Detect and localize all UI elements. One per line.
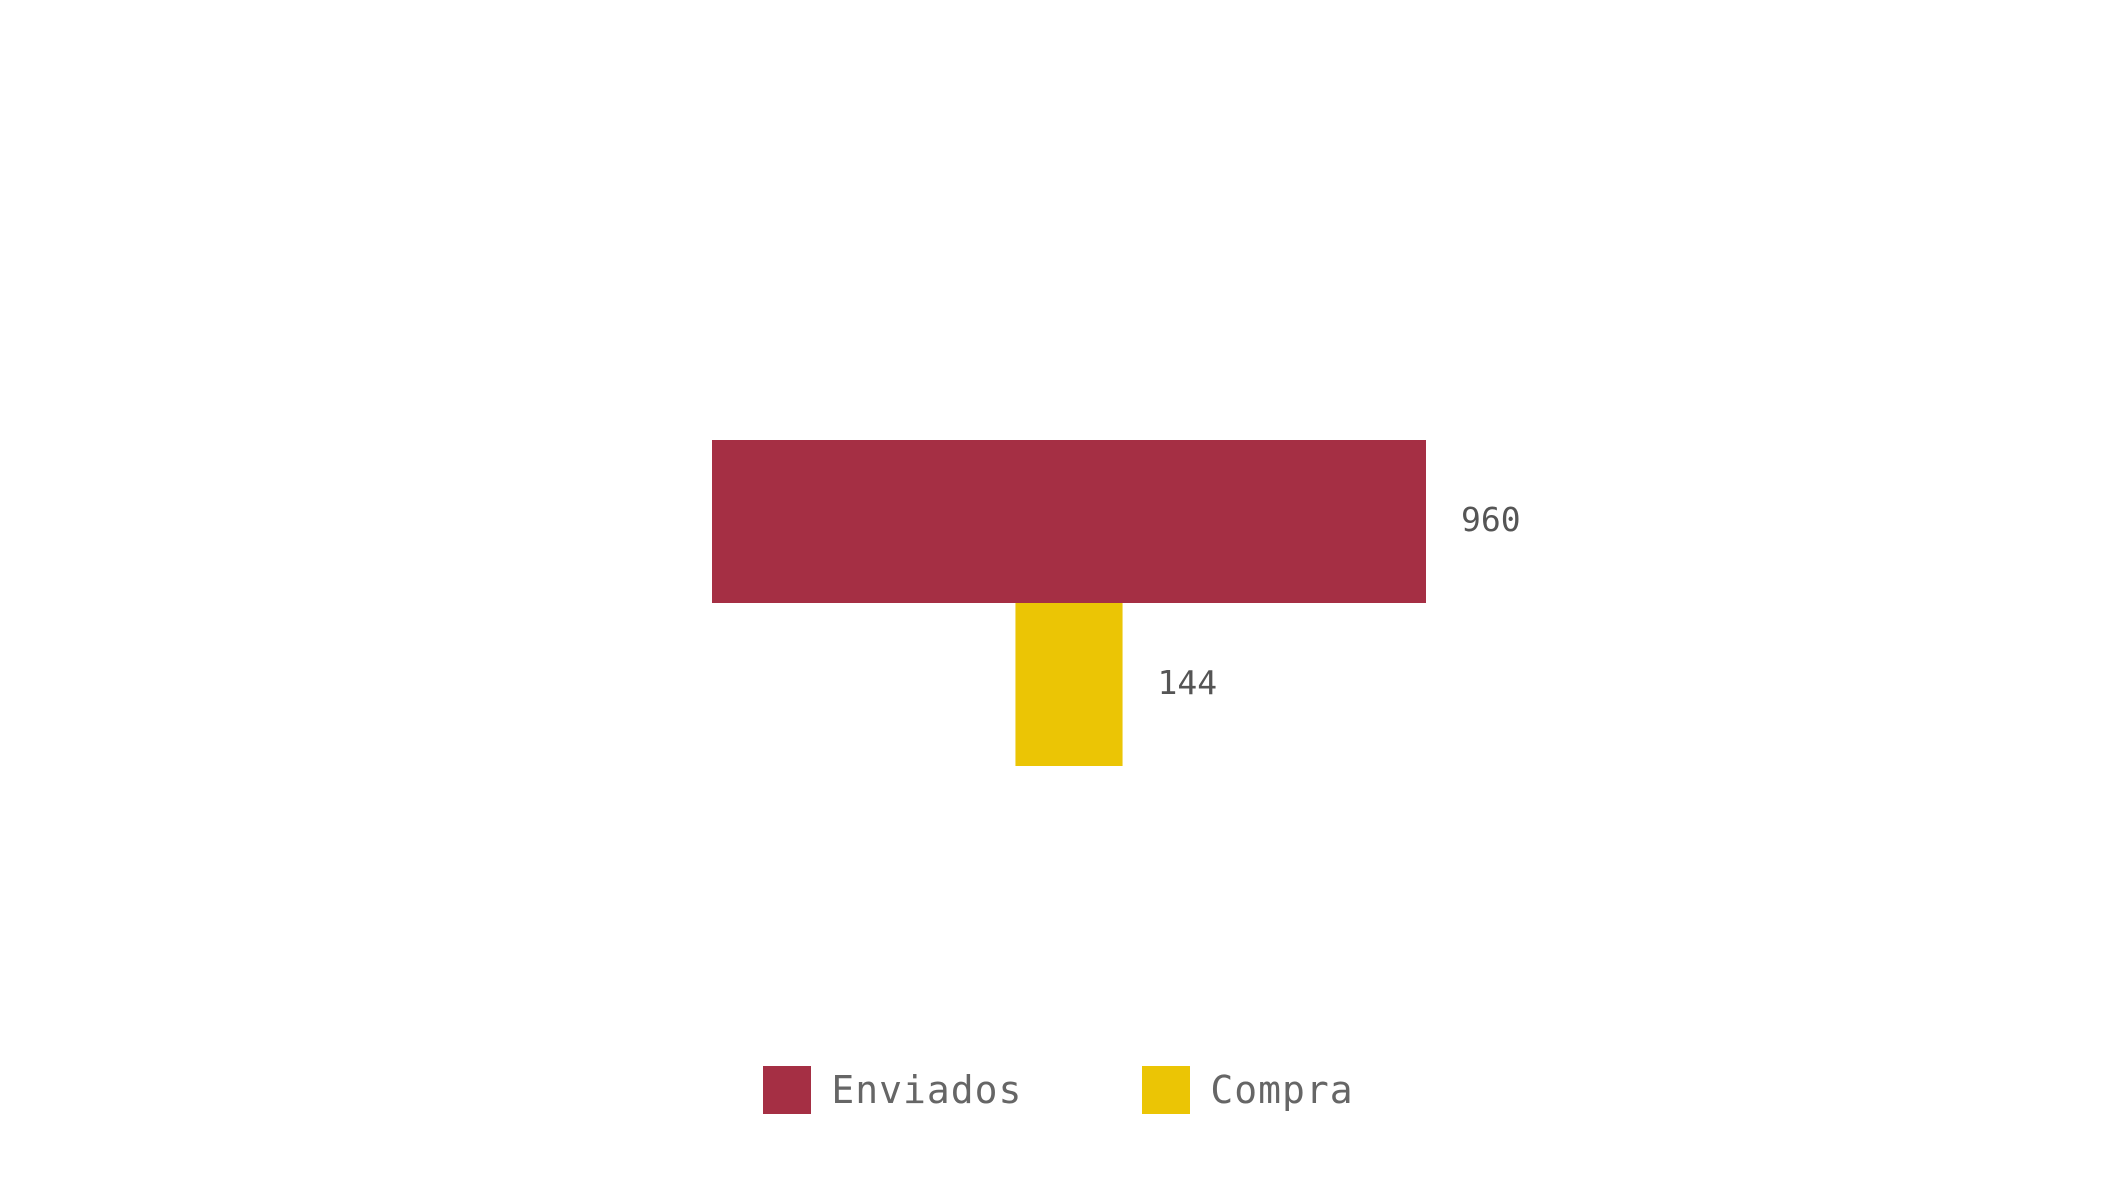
legend-label-enviados: Enviados <box>831 1068 1023 1112</box>
funnel-bar-compra[interactable] <box>1015 603 1123 766</box>
legend-swatch-compra <box>1142 1066 1191 1114</box>
legend-label-compra: Compra <box>1210 1068 1354 1112</box>
chart-legend: Enviados Compra <box>0 1060 2117 1120</box>
legend-item-enviados[interactable]: Enviados <box>763 1066 1022 1114</box>
funnel-bar-enviados[interactable] <box>712 440 1426 603</box>
legend-item-compra[interactable]: Compra <box>1142 1066 1353 1114</box>
data-label-enviados: 960 <box>1461 500 1521 539</box>
data-label-compra: 144 <box>1158 663 1218 702</box>
legend-swatch-enviados <box>763 1066 812 1114</box>
